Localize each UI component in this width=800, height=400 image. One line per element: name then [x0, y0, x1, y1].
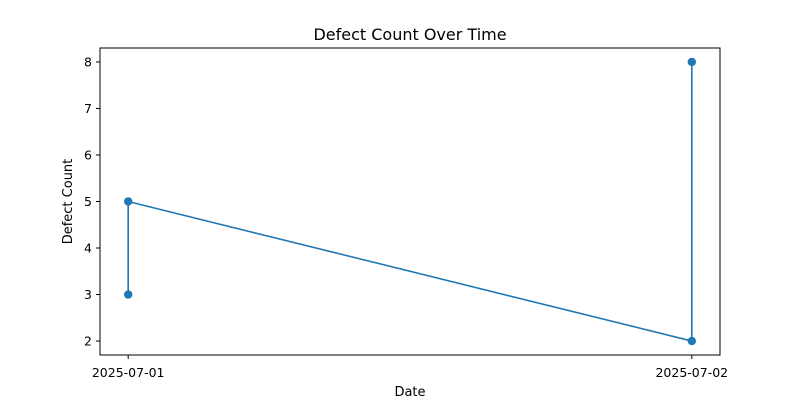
series-line [127, 61, 693, 342]
x-tick-label: 2025-07-01 [92, 365, 165, 380]
y-axis-label: Defect Count [61, 159, 76, 245]
data-point [687, 336, 697, 346]
series-layer [123, 57, 697, 346]
y-tick-label: 8 [84, 54, 92, 69]
y-tick-label: 6 [84, 147, 92, 162]
data-point [687, 57, 697, 67]
data-point [123, 197, 133, 206]
y-tick-label: 5 [84, 194, 92, 209]
y-tick-label: 7 [84, 101, 92, 116]
y-tick-label: 2 [84, 334, 92, 349]
y-axis: 2 3 4 5 6 7 8 [84, 54, 100, 349]
x-axis-label: Date [394, 385, 425, 400]
data-point [123, 290, 133, 299]
x-tick-label: 2025-07-02 [655, 365, 728, 380]
chart-title: Defect Count Over Time [313, 25, 506, 44]
x-axis: 2025-07-01 2025-07-02 [92, 355, 728, 380]
y-tick-label: 4 [84, 241, 92, 256]
y-tick-label: 3 [84, 287, 92, 302]
